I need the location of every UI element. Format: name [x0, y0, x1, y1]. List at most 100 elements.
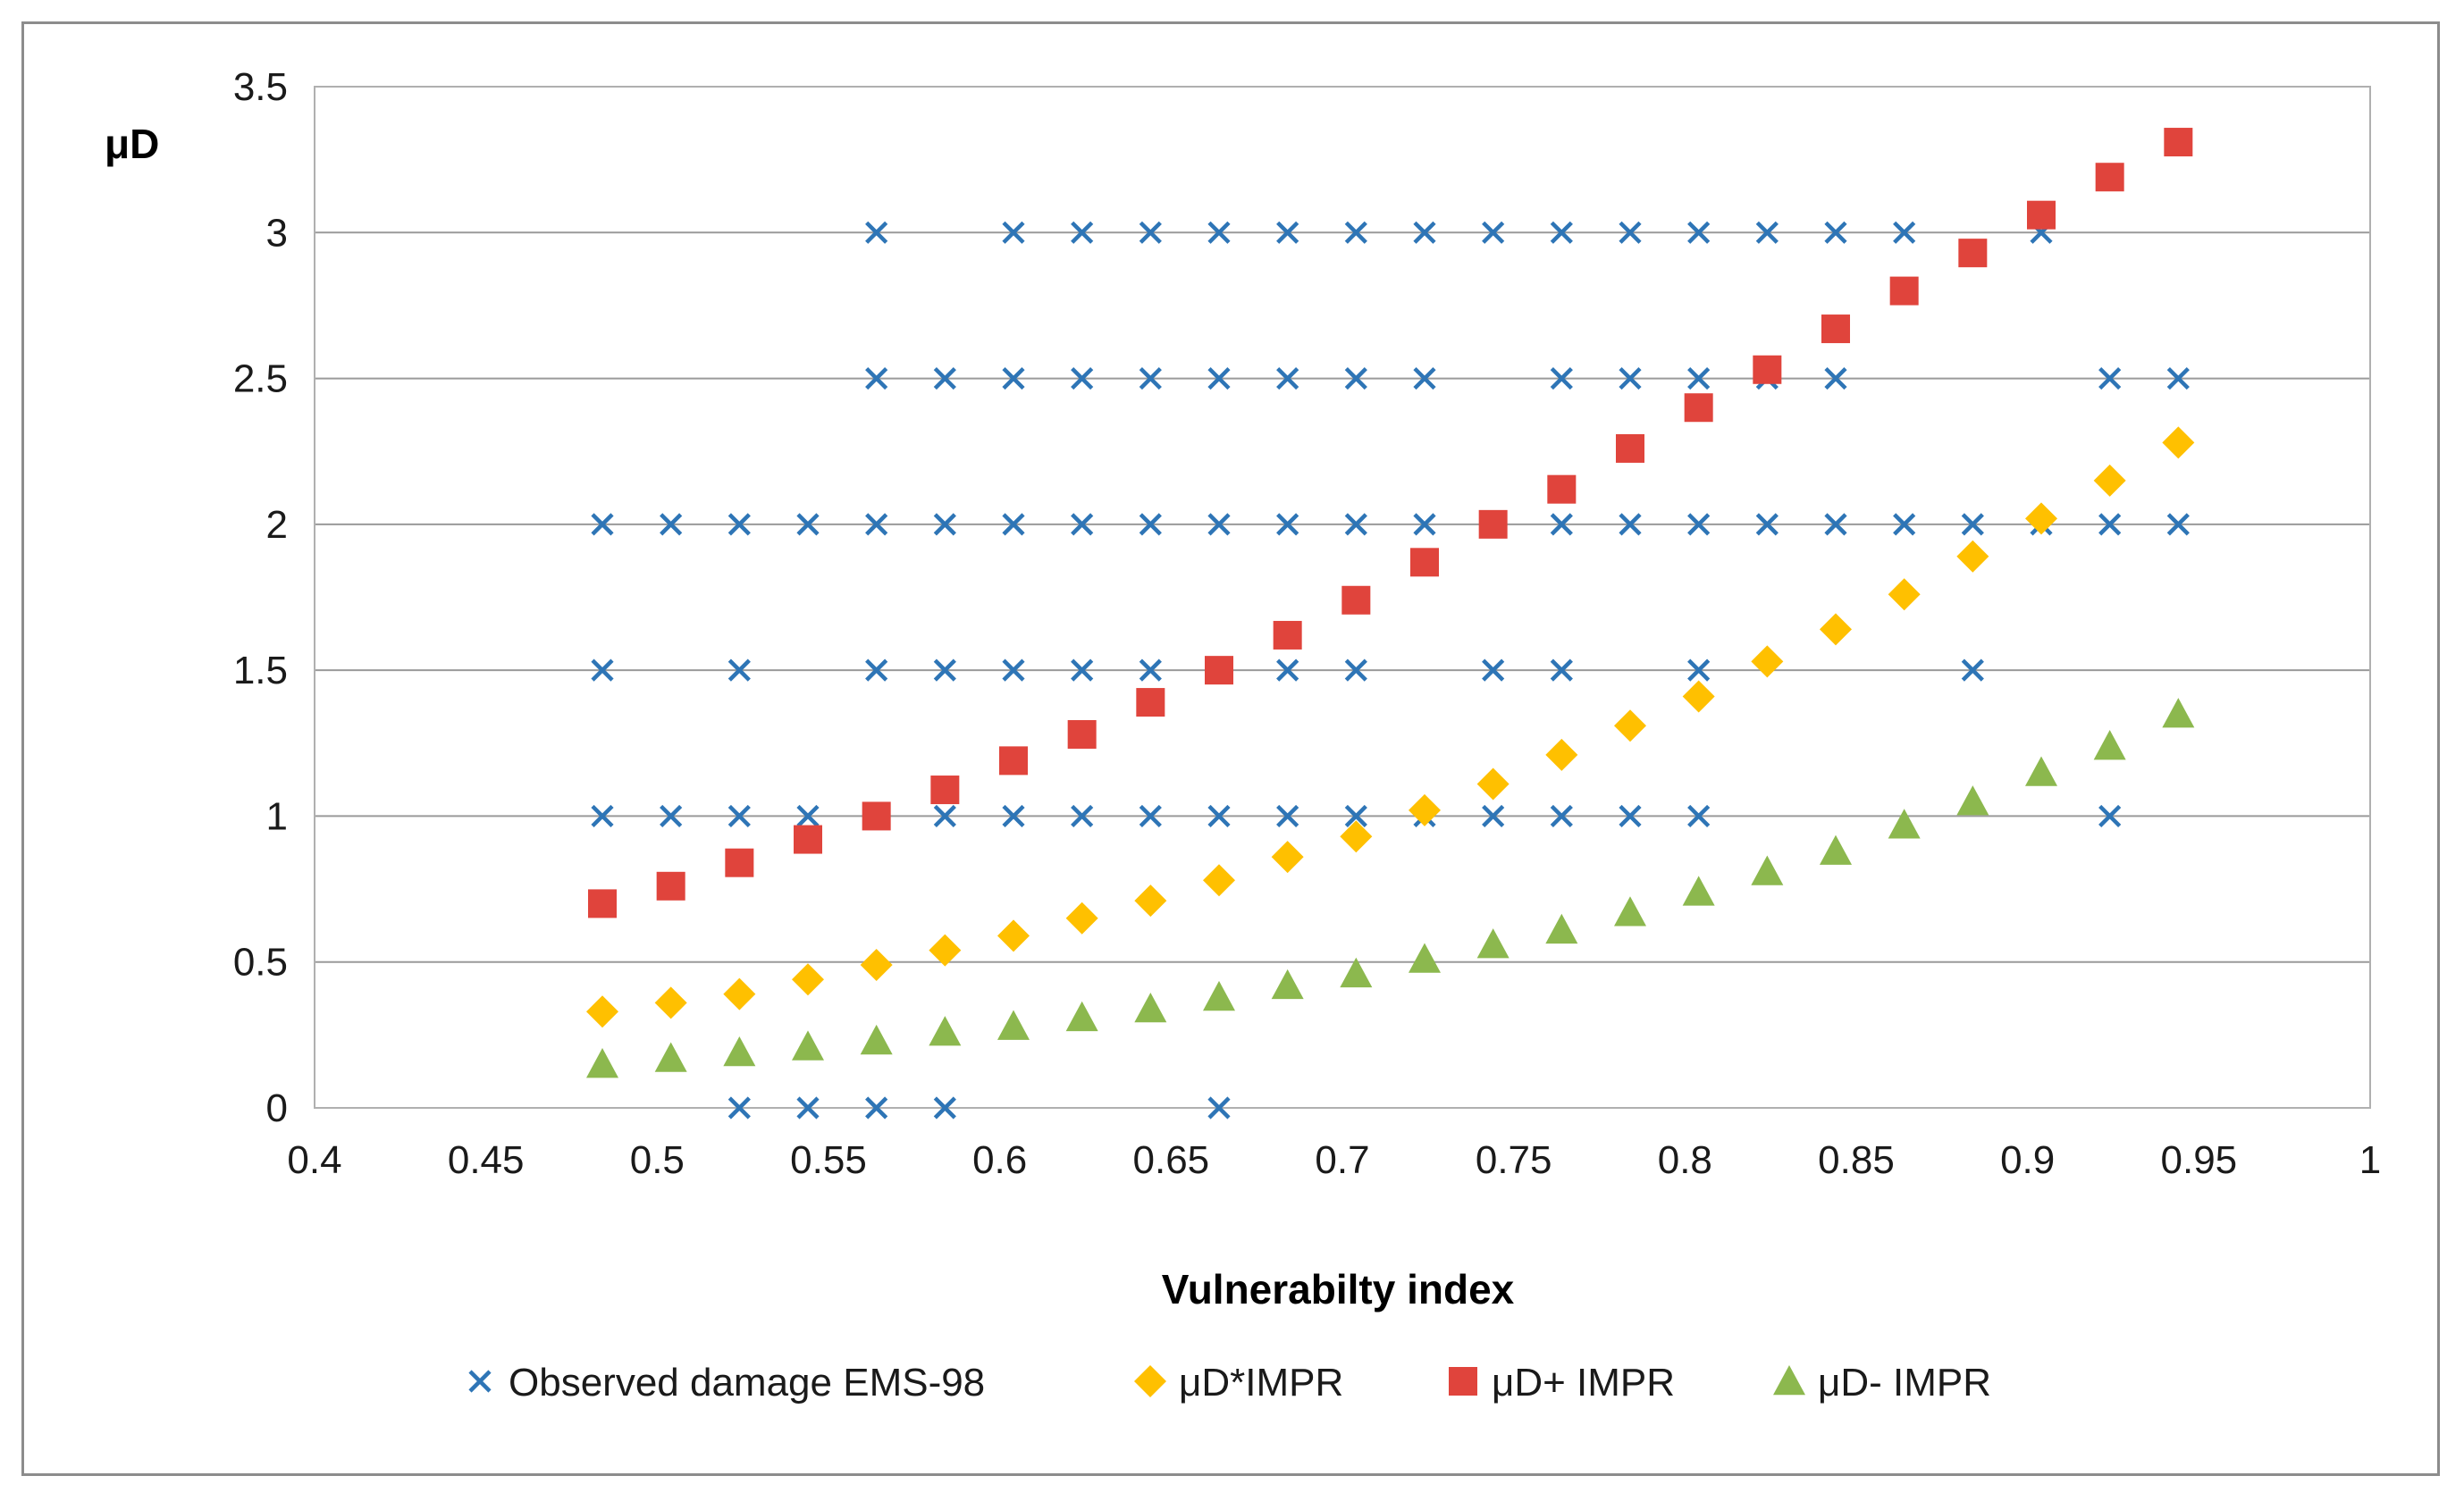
data-point [1614, 896, 1646, 927]
x-tick-label: 0.6 [972, 1138, 1027, 1182]
y-axis-ticks: 0 0.5 1 1.5 2 2.5 3 3.5 [233, 65, 288, 1130]
data-point [1961, 658, 1984, 682]
data-point [2093, 730, 2126, 760]
data-point [1893, 221, 1916, 244]
data-point [1619, 513, 1642, 536]
data-point [2098, 366, 2122, 390]
data-point [727, 1096, 751, 1119]
y-tick-label: 0 [266, 1086, 288, 1130]
x-tick-label: 0.75 [1476, 1138, 1552, 1182]
legend-marker [468, 1370, 492, 1393]
data-point [997, 1010, 1030, 1040]
data-point [1956, 785, 1989, 816]
data-point [2093, 464, 2126, 497]
series-1 [586, 426, 2195, 1028]
plot-area [314, 86, 2371, 1109]
data-point [865, 1096, 888, 1119]
data-point [1616, 433, 1644, 463]
data-point [1065, 901, 1098, 935]
data-point [1476, 928, 1510, 959]
data-point [1682, 876, 1715, 906]
legend-marker [1449, 1367, 1477, 1396]
data-point [1002, 221, 1025, 244]
data-point [1550, 658, 1573, 682]
x-tick-label: 0.55 [790, 1138, 867, 1182]
data-point [1207, 804, 1231, 828]
data-point [725, 848, 754, 877]
data-point [2162, 426, 2195, 459]
data-point [2025, 502, 2057, 535]
data-point [1889, 276, 1919, 306]
data-point [1002, 366, 1025, 390]
data-point [1065, 1001, 1098, 1032]
data-point [860, 1024, 893, 1055]
data-point [1139, 513, 1162, 536]
data-point [1344, 658, 1367, 682]
data-point [1340, 820, 1373, 853]
data-point [660, 804, 683, 828]
x-tick-label: 1 [2359, 1138, 2381, 1182]
data-point [1276, 804, 1299, 828]
x-tick-label: 0.85 [1818, 1138, 1895, 1182]
data-point [654, 1042, 687, 1072]
data-point [933, 804, 956, 828]
data-point [929, 934, 962, 967]
data-point [1893, 513, 1916, 536]
data-point [1550, 804, 1573, 828]
data-point [794, 825, 822, 854]
data-point [1067, 719, 1097, 749]
data-point [1687, 221, 1711, 244]
data-point [1002, 804, 1025, 828]
data-point [1271, 969, 1304, 1000]
data-point [1824, 366, 1847, 390]
x-tick-label: 0.7 [1315, 1138, 1369, 1182]
data-point [1002, 658, 1025, 682]
data-point [1273, 620, 1302, 650]
data-point [933, 658, 956, 682]
data-point [1002, 513, 1025, 536]
data-point [1134, 885, 1167, 918]
data-point [586, 995, 618, 1028]
x-tick-label: 0.4 [287, 1138, 341, 1182]
data-point [929, 1016, 962, 1046]
scatter-chart: 0.4 0.45 0.5 0.55 0.6 0.65 0.7 0.75 0.8 0.85 0.9 0.… [105, 65, 2381, 1405]
data-point [1821, 314, 1850, 344]
data-point [999, 746, 1028, 776]
data-point [1751, 645, 1784, 678]
data-point [1619, 804, 1642, 828]
data-point [588, 889, 617, 918]
data-point [1958, 239, 1988, 268]
legend-item: μD+ IMPR [1449, 1361, 1675, 1405]
series-3 [586, 698, 2195, 1078]
data-point [2166, 513, 2190, 536]
data-point [1482, 658, 1505, 682]
data-point [1344, 366, 1367, 390]
data-point [1413, 221, 1436, 244]
data-point [2164, 128, 2193, 157]
data-point [1409, 793, 1441, 826]
data-point [1134, 992, 1167, 1023]
legend-item: Observed damage EMS-98 [468, 1361, 985, 1405]
data-point [727, 658, 751, 682]
x-axis-title: Vulnerabilty index [1162, 1266, 1515, 1312]
legend-label: μD*IMPR [1179, 1361, 1343, 1405]
data-point [1482, 804, 1505, 828]
data-point [1824, 513, 1847, 536]
data-point [1687, 804, 1711, 828]
data-point [1139, 221, 1162, 244]
data-point [1550, 513, 1573, 536]
data-point [723, 1036, 756, 1067]
chart-frame: 0.4 0.45 0.5 0.55 0.6 0.65 0.7 0.75 0.8 0.85 0.9 0.… [21, 21, 2440, 1476]
data-marks [586, 128, 2195, 1119]
data-point [1824, 221, 1847, 244]
data-point [1888, 809, 1921, 839]
data-point [591, 513, 614, 536]
data-point [1344, 513, 1367, 536]
data-point [1755, 221, 1779, 244]
data-point [1071, 221, 1094, 244]
data-point [1071, 513, 1094, 536]
data-point [1071, 658, 1094, 682]
data-point [1547, 474, 1577, 504]
data-point [1820, 613, 1852, 646]
data-point [2098, 804, 2122, 828]
